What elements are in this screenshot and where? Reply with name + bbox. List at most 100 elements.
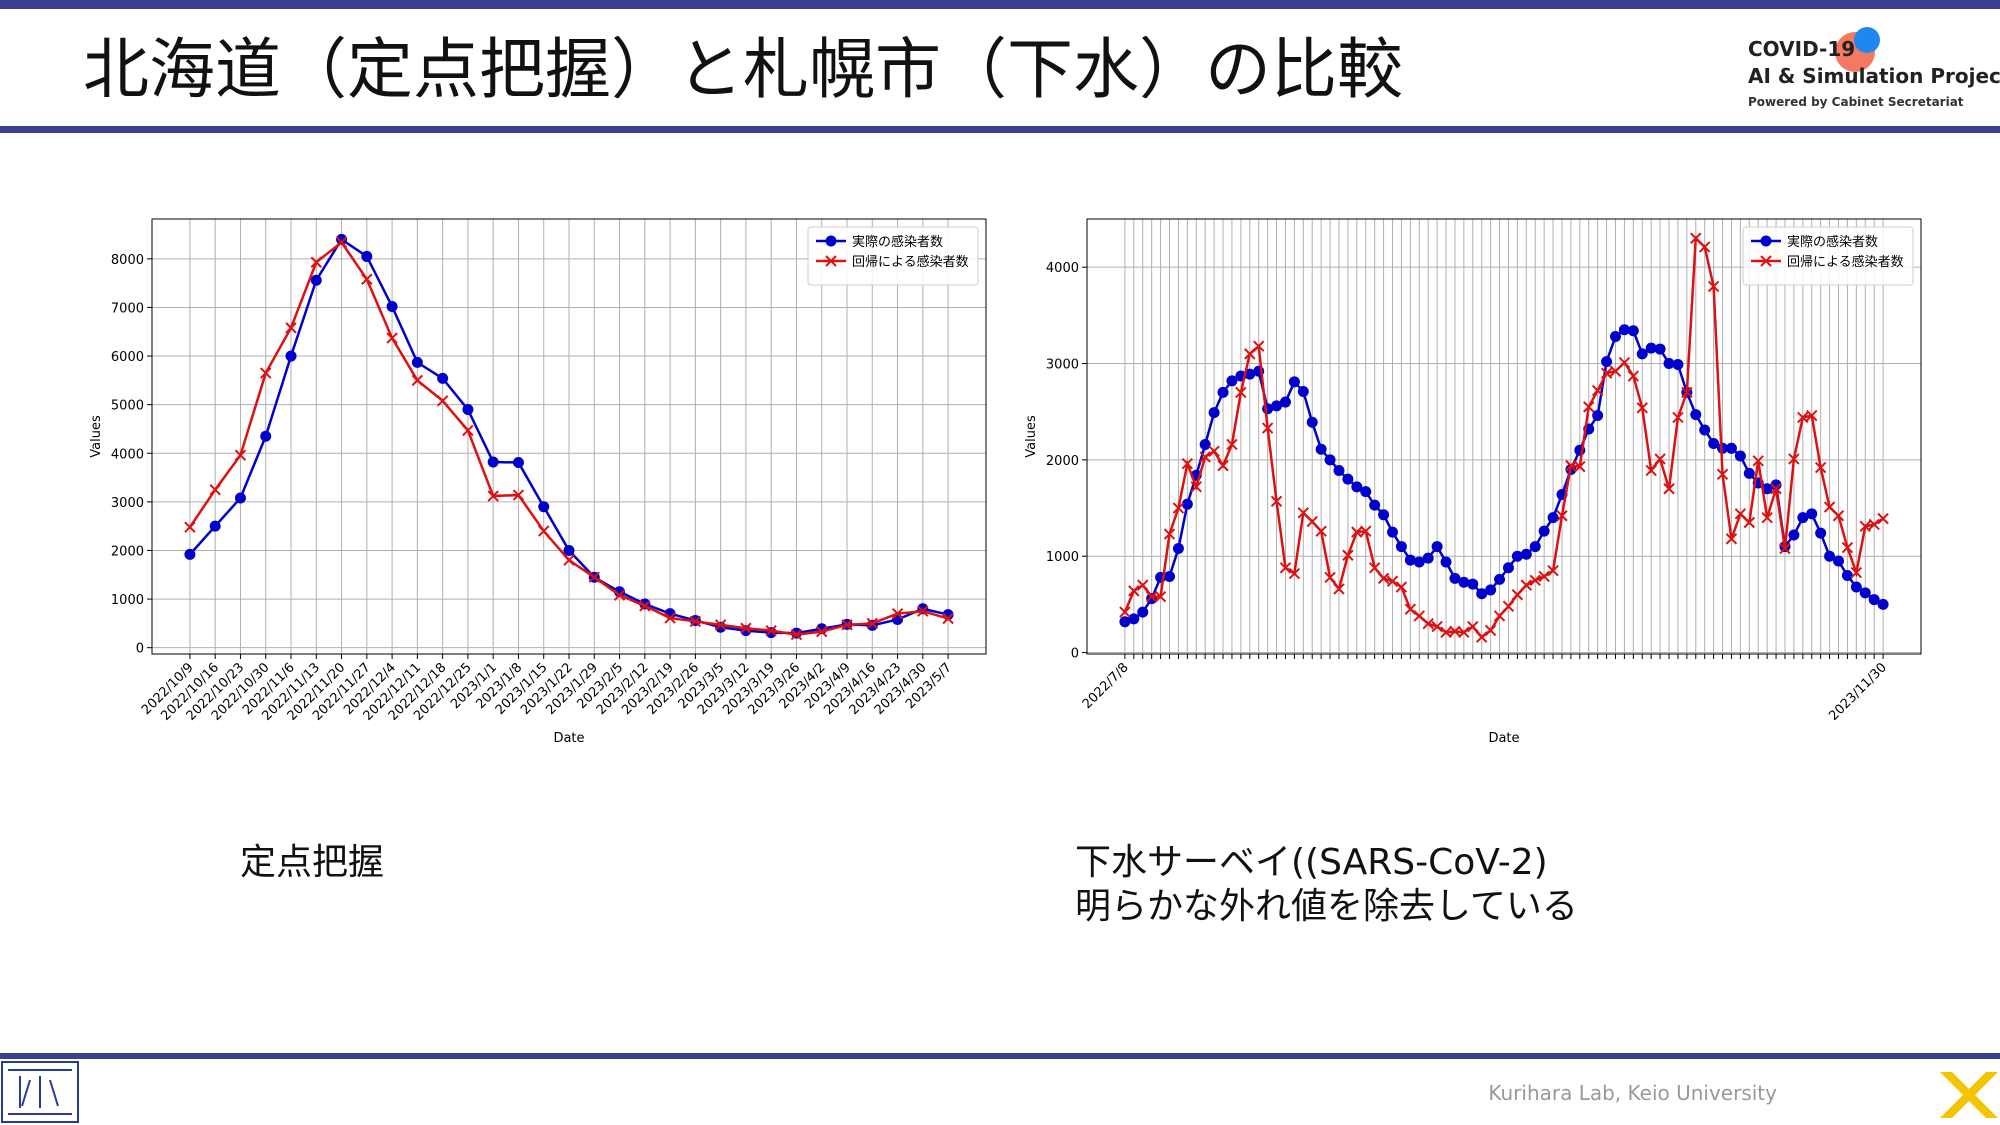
marker [1761,483,1773,495]
y-tick-label: 1000 [1046,550,1079,565]
marker [386,332,398,344]
marker [1190,481,1202,493]
marker [1467,578,1479,590]
marker [1708,437,1720,449]
marker [1324,571,1336,584]
marker [1645,464,1657,477]
legend-box [807,226,979,286]
marker [563,544,575,556]
marker [1609,365,1622,377]
marker [1877,598,1889,610]
marker [1163,528,1176,540]
y-tick-label: 6000 [111,350,144,365]
y-tick-label: 3000 [111,496,144,511]
legend-box [1742,226,1914,286]
y-axis-label: Values [89,415,104,458]
marker [1760,255,1772,267]
marker [1743,467,1755,479]
marker [1725,533,1738,545]
marker [1609,331,1621,343]
marker [1279,396,1291,408]
marker [1788,453,1800,465]
marker [1877,512,1889,525]
marker [1672,358,1684,370]
marker [1770,483,1782,495]
y-tick-label: 0 [1071,647,1079,662]
marker [1538,525,1550,537]
x-tick-label: 2023/11/30 [1826,660,1890,724]
marker [538,501,550,513]
marker [689,615,702,628]
marker [588,571,600,583]
marker [1333,583,1345,595]
marker [538,525,550,537]
marker [1547,512,1559,524]
marker [1377,572,1390,585]
y-tick-label: 8000 [111,253,144,268]
marker [1645,342,1657,354]
marker [664,612,676,624]
marker [209,520,221,532]
marker [1395,541,1407,553]
marker [790,627,802,639]
y-tick-label: 4000 [1046,261,1079,276]
marker [1672,411,1684,424]
marker [1306,515,1318,528]
x-tick-label: 2022/7/8 [1080,660,1132,712]
marker [1788,529,1800,541]
marker [1841,569,1853,581]
marker [1761,511,1773,524]
marker [1797,512,1809,524]
marker [1707,280,1720,293]
legend-label: 回帰による感染者数 [1787,254,1904,270]
marker [1315,525,1327,537]
marker [825,255,837,267]
marker [1368,562,1381,574]
marker [1583,401,1595,413]
marker [209,484,221,496]
marker [639,600,651,612]
marker [1520,579,1533,591]
marker [1342,549,1354,561]
marker [1297,385,1309,397]
marker [1734,508,1747,520]
marker [462,424,474,437]
marker [1859,520,1871,533]
marker [361,273,373,285]
marker [917,605,929,617]
marker [1270,495,1283,507]
y-tick-label: 4000 [111,447,144,462]
marker [1574,460,1586,473]
marker [1601,356,1613,368]
marker [260,430,272,442]
marker [1404,554,1416,566]
marker [1511,589,1524,601]
marker [1440,556,1452,568]
marker [1154,590,1167,603]
marker [386,300,398,312]
y-tick-label: 0 [136,642,144,657]
marker [1235,386,1247,399]
marker [1271,400,1283,412]
marker [1823,501,1836,513]
marker [1208,407,1220,419]
marker [1850,566,1863,579]
marker [1181,498,1193,510]
marker [1172,502,1185,514]
marker [487,490,499,502]
marker [790,628,803,641]
marker [1458,576,1470,588]
marker [361,250,373,262]
marker [1199,438,1211,450]
marker [942,612,954,625]
marker [285,322,297,334]
marker [1360,525,1372,537]
marker [1850,581,1862,593]
marker [1654,343,1666,355]
marker [1333,464,1345,476]
marker [411,374,424,387]
marker [1261,422,1274,434]
marker [1351,481,1363,493]
marker [1342,473,1354,485]
x-logo [1940,1072,1998,1118]
